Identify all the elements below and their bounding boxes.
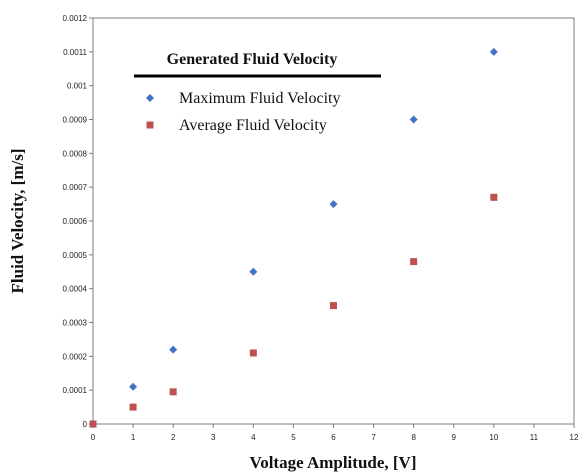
x-tick-label: 6 [331,433,336,442]
avg-velocity-point [89,420,97,428]
max-velocity-point [169,345,178,354]
avg-velocity-point [129,403,137,411]
plot-frame [92,17,575,425]
x-axis-ticks: 0 1 2 3 4 5 6 7 8 9 10 11 12 [91,424,579,442]
x-tick-label: 3 [211,433,216,442]
x-tick-label: 1 [131,433,136,442]
y-tick-label: 0 [83,420,88,429]
y-tick-label: 0.0005 [63,251,88,260]
y-tick-label: 0.001 [67,82,88,91]
x-tick-label: 11 [530,433,539,442]
data-markers [89,47,498,428]
y-tick-label: 0.0009 [63,116,88,125]
avg-velocity-point [330,302,337,310]
max-velocity-point [489,47,498,56]
x-tick-label: 4 [251,433,256,442]
legend-marker [146,94,154,102]
legend-title: Generated Fluid Velocity [167,51,338,68]
x-tick-label: 9 [452,433,457,442]
y-axis-ticks: 0 0.0001 0.0002 0.0003 0.0004 0.0005 0.0006 0.0… [63,14,93,429]
legend-entries: Maximum Fluid Velocity Average Fluid Velo… [146,90,340,134]
max-velocity-point [329,200,338,209]
legend: Generated Fluid Velocity Maximum Fluid V… [134,51,381,134]
avg-velocity-point [249,349,257,357]
max-velocity-point [249,267,258,276]
y-tick-label: 0.0011 [63,48,87,57]
x-tick-label: 5 [291,433,296,442]
y-tick-label: 0.0008 [63,149,88,158]
x-tick-label: 8 [411,433,416,442]
legend-label: Maximum Fluid Velocity [179,90,340,107]
x-tick-label: 12 [570,433,579,442]
legend-marker [146,121,154,129]
max-velocity-point [129,382,138,391]
x-tick-label: 7 [371,433,376,442]
y-axis-title: Fluid Velocity, [m/s] [8,149,27,294]
max-velocity-point [409,115,418,124]
y-tick-label: 0.0004 [63,285,88,294]
x-tick-label: 0 [91,433,96,442]
y-tick-label: 0.0003 [63,319,88,328]
avg-velocity-point [410,258,418,266]
x-tick-label: 2 [171,433,176,442]
y-tick-label: 0.0007 [63,183,88,192]
y-tick-label: 0.0006 [63,217,88,226]
y-tick-label: 0.0001 [63,386,88,395]
x-axis-title: Voltage Amplitude, [V] [249,453,416,472]
y-tick-label: 0.0002 [63,352,88,361]
avg-velocity-point [490,193,498,201]
y-tick-label: 0.0012 [63,14,88,23]
legend-label: Average Fluid Velocity [179,117,327,134]
avg-velocity-point [169,388,177,396]
x-tick-label: 10 [489,433,498,442]
